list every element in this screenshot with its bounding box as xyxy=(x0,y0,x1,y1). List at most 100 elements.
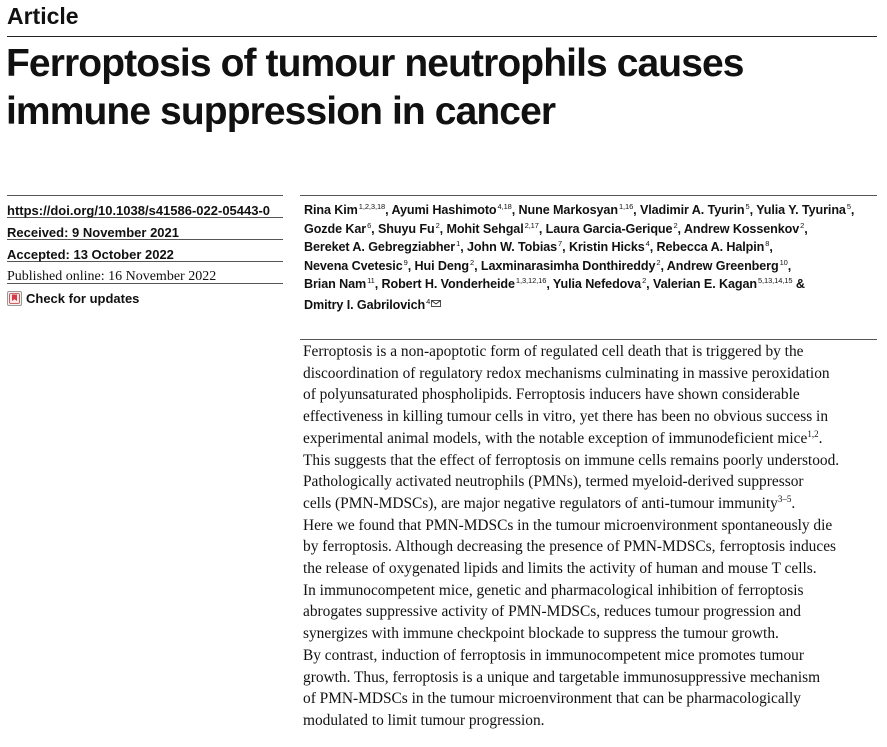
crossmark-icon xyxy=(7,290,22,306)
abstract-text: growth. Thus, ferroptosis is a unique an… xyxy=(303,668,821,686)
abstract-text: In immunocompetent mice, genetic and pha… xyxy=(303,581,804,599)
author-line: Rina Kim1,2,3,18, Ayumi Hashimoto4,18, N… xyxy=(304,201,879,220)
published-date: Published online: 16 November 2022 xyxy=(7,261,283,284)
affiliation-number: 2 xyxy=(800,220,805,230)
abstract-line: by ferroptosis. Although decreasing the … xyxy=(303,536,879,558)
affiliation-number: 2 xyxy=(673,220,678,230)
author-name[interactable]: Dmitry I. Gabrilovich xyxy=(304,297,426,312)
affiliation-number: 5 xyxy=(745,202,750,211)
abstract-line: cells (PMN-MDSCs), are major negative re… xyxy=(303,493,879,515)
affiliation-number: 2 xyxy=(642,276,647,285)
abstract-line: effectiveness in killing tumour cells in… xyxy=(303,406,879,428)
abstract-line: discoordination of regulatory redox mech… xyxy=(303,363,879,385)
received-date: Received: 9 November 2021 xyxy=(7,217,283,240)
abstract-line: synergizes with immune checkpoint blocka… xyxy=(303,623,879,645)
title-line: immune suppression in cancer xyxy=(6,90,556,133)
affiliation-number: 1 xyxy=(456,239,461,248)
author-separator: , xyxy=(804,221,808,236)
author-separator: , xyxy=(538,221,546,236)
affiliation-number: 2 xyxy=(435,220,440,230)
author-separator: & xyxy=(792,277,805,291)
author-name[interactable]: Hui Deng xyxy=(414,258,470,273)
affiliation-number: 2 xyxy=(470,257,475,267)
author-name[interactable]: John W. Tobias xyxy=(467,240,558,254)
author-name[interactable]: Valerian E. Kagan xyxy=(652,277,757,291)
author-name[interactable]: Brian Nam xyxy=(304,277,367,291)
author-name[interactable]: Bereket A. Gebregziabher xyxy=(304,240,456,254)
author-separator: , xyxy=(385,203,392,217)
author-name[interactable]: Yulia Y. Tyurina xyxy=(756,203,846,217)
abstract-text: Ferroptosis is a non-apoptotic form of r… xyxy=(303,343,804,360)
author-separator: , xyxy=(633,203,640,217)
author-name[interactable]: Laxminarasimha Donthireddy xyxy=(480,258,656,273)
author-separator: , xyxy=(677,221,684,236)
author-separator: , xyxy=(769,240,773,254)
author-list: Rina Kim1,2,3,18, Ayumi Hashimoto4,18, N… xyxy=(304,201,879,314)
affiliation-number: 4 xyxy=(645,239,650,248)
author-separator: , xyxy=(474,258,481,273)
abstract-text: modulated to limit tumour progression. xyxy=(303,711,545,729)
abstract-text: By contrast, induction of ferroptosis in… xyxy=(303,646,804,664)
author-name[interactable]: Rina Kim xyxy=(304,203,358,217)
affiliation-number: 2 xyxy=(656,257,661,267)
abstract-text: . xyxy=(791,494,796,512)
author-line: Brian Nam11, Robert H. Vonderheide1,3,12… xyxy=(304,275,879,294)
author-separator: , xyxy=(439,221,447,236)
abstract-text: the release of oxygenated lipids and lim… xyxy=(303,560,817,578)
abstract-text: discoordination of regulatory redox mech… xyxy=(303,364,830,382)
author-separator: , xyxy=(546,277,553,291)
author-name[interactable]: Ayumi Hashimoto xyxy=(391,203,497,217)
abstract-line: By contrast, induction of ferroptosis in… xyxy=(303,645,879,667)
author-separator: , xyxy=(374,277,382,291)
affiliation-number: 9 xyxy=(403,257,408,267)
author-name[interactable]: Andrew Kossenkov xyxy=(683,221,800,236)
article-title: Ferroptosis of tumour neutrophils causes… xyxy=(6,40,882,136)
author-name[interactable]: Kristin Hicks xyxy=(568,240,645,254)
check-for-updates-button[interactable]: Check for updates xyxy=(7,283,283,306)
affiliation-number: 6 xyxy=(367,220,372,230)
author-line: Nevena Cvetesic9, Hui Deng2, Laxminarasi… xyxy=(304,257,879,276)
author-name[interactable]: Laura Garcia-Gerique xyxy=(545,221,673,236)
author-separator: , xyxy=(850,203,855,217)
envelope-icon[interactable] xyxy=(431,294,442,313)
title-line: Ferroptosis of tumour neutrophils causes xyxy=(6,42,745,85)
reference-superscript[interactable]: 3–5 xyxy=(777,493,792,504)
abstract-text: by ferroptosis. Although decreasing the … xyxy=(303,538,837,556)
affiliation-number: 1,3,12,16 xyxy=(515,276,547,285)
author-line: Gozde Kar6, Shuyu Fu2, Mohit Sehgal2,17,… xyxy=(304,220,879,239)
author-name[interactable]: Robert H. Vonderheide xyxy=(381,277,516,291)
author-name[interactable]: Nune Markosyan xyxy=(518,203,618,217)
author-line: Bereket A. Gebregziabher1, John W. Tobia… xyxy=(304,238,879,257)
abstract-line: of polyunsaturated phospholipids. Ferrop… xyxy=(303,384,879,406)
article-metadata: https://doi.org/10.1038/s41586-022-05443… xyxy=(7,195,283,306)
author-name[interactable]: Gozde Kar xyxy=(304,221,367,236)
affiliation-number: 2,17 xyxy=(524,220,539,230)
abstract-text: of PMN-MDSCs in the tumour microenvironm… xyxy=(303,690,801,708)
abstract-line: In immunocompetent mice, genetic and pha… xyxy=(303,580,879,602)
abstract-line: growth. Thus, ferroptosis is a unique an… xyxy=(303,667,879,689)
author-name[interactable]: Andrew Greenberg xyxy=(666,258,779,273)
author-name[interactable]: Rebecca A. Halpin xyxy=(656,240,765,254)
abstract-line: abrogates suppressive activity of PMN-MD… xyxy=(303,601,879,623)
author-separator: , xyxy=(371,221,378,236)
affiliation-number: 7 xyxy=(558,239,563,248)
affiliation-number: 11 xyxy=(367,276,375,285)
reference-superscript[interactable]: 1,2 xyxy=(807,428,819,439)
author-name[interactable]: Yulia Nefedova xyxy=(552,277,642,291)
abstract-line: Pathologically activated neutrophils (PM… xyxy=(303,471,879,493)
author-line: Dmitry I. Gabrilovich4 xyxy=(304,294,879,315)
abstract-text: synergizes with immune checkpoint blocka… xyxy=(303,625,779,643)
authors-divider xyxy=(300,195,877,196)
affiliation-number: 5,13,14,15 xyxy=(757,276,793,285)
abstract-text: . xyxy=(818,429,823,447)
author-name[interactable]: Shuyu Fu xyxy=(377,221,435,236)
accepted-date: Accepted: 13 October 2022 xyxy=(7,239,283,262)
author-name[interactable]: Mohit Sehgal xyxy=(446,221,524,236)
doi-link[interactable]: https://doi.org/10.1038/s41586-022-05443… xyxy=(7,195,283,218)
author-separator: , xyxy=(649,240,657,254)
abstract-line: Ferroptosis is a non-apoptotic form of r… xyxy=(303,341,879,363)
author-separator: , xyxy=(511,203,519,217)
author-separator: , xyxy=(407,258,415,273)
author-name[interactable]: Vladimir A. Tyurin xyxy=(639,203,745,217)
author-name[interactable]: Nevena Cvetesic xyxy=(304,258,403,273)
